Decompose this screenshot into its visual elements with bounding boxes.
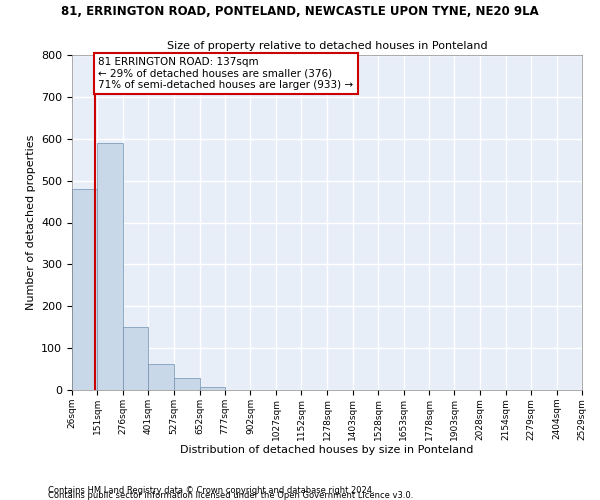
Title: Size of property relative to detached houses in Ponteland: Size of property relative to detached ho… (167, 42, 487, 51)
X-axis label: Distribution of detached houses by size in Ponteland: Distribution of detached houses by size … (181, 446, 473, 456)
Bar (200, 386, 225, 390)
Text: 81 ERRINGTON ROAD: 137sqm
← 29% of detached houses are smaller (376)
71% of semi: 81 ERRINGTON ROAD: 137sqm ← 29% of detac… (98, 57, 353, 90)
Bar (97, 143, 123, 390)
Text: Contains HM Land Registry data © Crown copyright and database right 2024.: Contains HM Land Registry data © Crown c… (48, 486, 374, 495)
Bar (174, 378, 200, 390)
Bar (148, 364, 174, 390)
Bar (123, 327, 148, 390)
Y-axis label: Number of detached properties: Number of detached properties (26, 135, 35, 310)
Text: Contains public sector information licensed under the Open Government Licence v3: Contains public sector information licen… (48, 491, 413, 500)
Bar (72, 189, 97, 390)
Text: 81, ERRINGTON ROAD, PONTELAND, NEWCASTLE UPON TYNE, NE20 9LA: 81, ERRINGTON ROAD, PONTELAND, NEWCASTLE… (61, 5, 539, 18)
